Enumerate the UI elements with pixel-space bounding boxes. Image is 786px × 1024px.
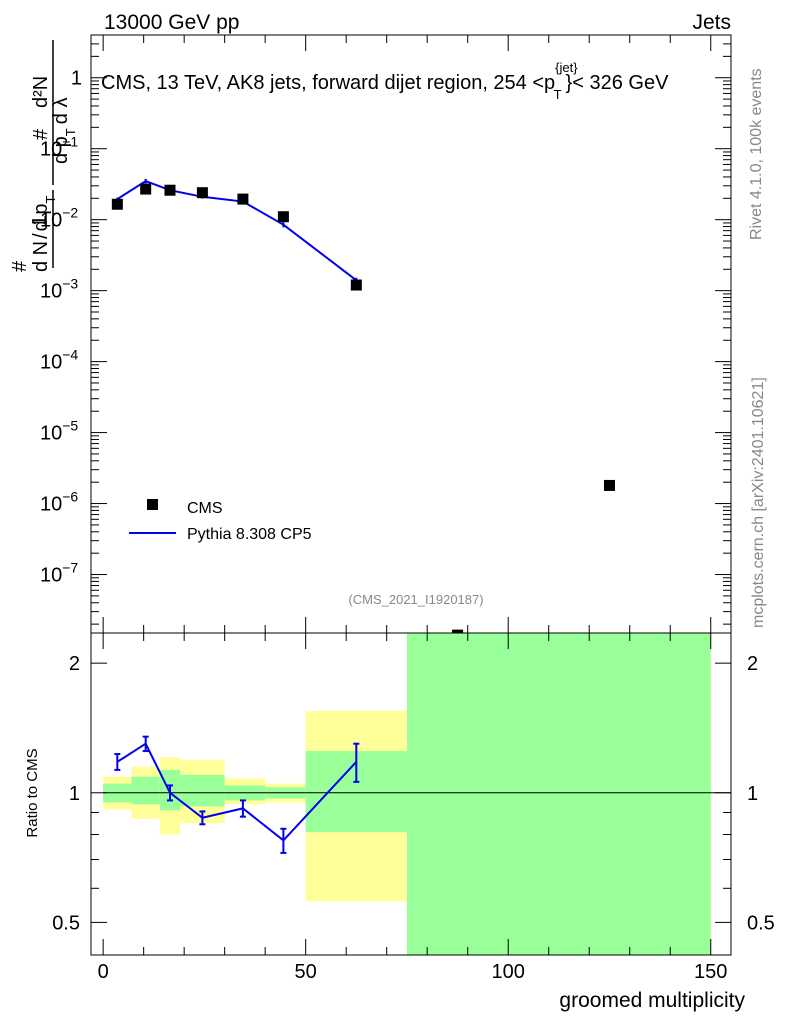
ylabel-subT2: T bbox=[63, 128, 78, 136]
data-point bbox=[196, 187, 208, 199]
x-tick-label: 100 bbox=[492, 961, 525, 983]
main-y-tick-label: 10−2 bbox=[40, 205, 78, 232]
main-y-tick-label: 10−6 bbox=[40, 489, 78, 516]
x-tick-label: 0 bbox=[98, 961, 109, 983]
uncertainty-band-green bbox=[131, 776, 160, 805]
ratio-plot-area: 0.5 0.5 1 1 2 2 0 50 100 150 Ratio to CMS groome… bbox=[24, 632, 775, 1012]
legend-label-mc: Pythia 8.308 CP5 bbox=[187, 526, 312, 543]
main-y-tick-label: 10−1 bbox=[40, 134, 78, 161]
ylabel-dpT: d p bbox=[30, 204, 52, 232]
data-point bbox=[277, 211, 289, 223]
svg-text:CMS, 13 TeV, AK8 jets, forward: CMS, 13 TeV, AK8 jets, forward dijet reg… bbox=[101, 60, 669, 102]
main-y-tick-label: 10−5 bbox=[40, 418, 78, 445]
rivet-label: Rivet 4.1.0, 100k events bbox=[748, 68, 765, 240]
ylabel-dN: d N bbox=[30, 241, 52, 272]
data-point bbox=[140, 183, 152, 195]
main-y-axis-label: # 1 d N/d pT # d²N d pTd λ bbox=[9, 40, 78, 272]
main-y-tick-label: 1 bbox=[71, 68, 82, 90]
ylabel-d2N: d²N bbox=[30, 76, 52, 108]
ratio-y-tick-label-right: 1 bbox=[747, 783, 758, 805]
ratio-y-axis-label: Ratio to CMS bbox=[24, 748, 41, 837]
main-y-tick-label: 10−3 bbox=[40, 276, 78, 303]
svg-text:d N/d pT: d N /d pT bbox=[30, 196, 58, 273]
svg-text:d pTd λ: d pTd λ bbox=[50, 98, 78, 164]
x-axis-label: groomed multiplicity bbox=[559, 989, 745, 1012]
header-right: Jets bbox=[692, 11, 731, 34]
data-point bbox=[350, 279, 362, 291]
data-point bbox=[237, 193, 249, 205]
ratio-y-tick-label: 1 bbox=[69, 783, 80, 805]
legend: CMS Pythia 8.308 CP5 bbox=[129, 499, 312, 543]
main-frame bbox=[90, 34, 732, 634]
main-plot-area: (CMS_2021_I1920187) 1 10−1 10−2 10−3 10−4 10−… bbox=[40, 34, 732, 641]
ratio-series-group bbox=[114, 735, 360, 854]
ratio-y-tick-label: 2 bbox=[69, 653, 80, 675]
data-point bbox=[603, 479, 615, 491]
ylabel-hash1: # bbox=[9, 260, 31, 272]
title-sub: T bbox=[554, 87, 562, 102]
title-post: }< 326 GeV bbox=[566, 72, 670, 94]
legend-label-cms: CMS bbox=[187, 500, 223, 517]
data-point bbox=[164, 184, 176, 196]
main-y-tick-label: 10−7 bbox=[40, 560, 78, 587]
ratio-y-tick-label-right: 2 bbox=[747, 653, 758, 675]
ylabel-dpT2: d p bbox=[50, 136, 72, 164]
uncertainty-band-green bbox=[180, 774, 225, 807]
header-left: 13000 GeV pp bbox=[104, 11, 239, 34]
main-y-tick-label: 10−4 bbox=[40, 347, 78, 374]
ratio-y-tick-label-right: 0.5 bbox=[747, 912, 775, 934]
mc-series-group bbox=[116, 178, 358, 284]
x-tick-labels: 0 50 100 150 bbox=[98, 961, 728, 983]
ylabel-one: 1 bbox=[29, 215, 51, 226]
data-point bbox=[111, 198, 123, 210]
analysis-id: (CMS_2021_I1920187) bbox=[348, 592, 483, 607]
title-pre: CMS, 13 TeV, AK8 jets, forward dijet reg… bbox=[101, 72, 555, 94]
legend-marker-cms bbox=[147, 499, 158, 510]
ylabel-slash: / bbox=[30, 233, 52, 239]
ratio-axis-ticks bbox=[91, 633, 731, 955]
ylabel-subT: T bbox=[43, 196, 58, 204]
main-axis-ticks bbox=[91, 34, 731, 633]
ratio-bands-group bbox=[103, 633, 711, 955]
mcplots-label: mcplots.cern.ch [arXiv:2401.10621] bbox=[750, 377, 767, 628]
main-y-tick-labels: 1 10−1 10−2 10−3 10−4 10−5 10−6 10−7 bbox=[40, 68, 82, 587]
ratio-y-tick-labels: 0.5 0.5 1 1 2 2 bbox=[52, 653, 775, 934]
ylabel-dlambda: d λ bbox=[50, 98, 72, 125]
ratio-y-tick-label: 0.5 bbox=[52, 912, 80, 934]
data-points-group bbox=[111, 183, 615, 641]
mc-series-line bbox=[116, 179, 357, 282]
ratio-frame bbox=[90, 632, 732, 956]
x-tick-label: 150 bbox=[694, 961, 727, 983]
uncertainty-band-green bbox=[406, 633, 711, 955]
x-tick-label: 50 bbox=[295, 961, 317, 983]
main-title: CMS, 13 TeV, AK8 jets, forward dijet reg… bbox=[101, 60, 669, 102]
title-sup: {jet} bbox=[555, 60, 578, 75]
ylabel-hash2: # bbox=[30, 128, 52, 140]
